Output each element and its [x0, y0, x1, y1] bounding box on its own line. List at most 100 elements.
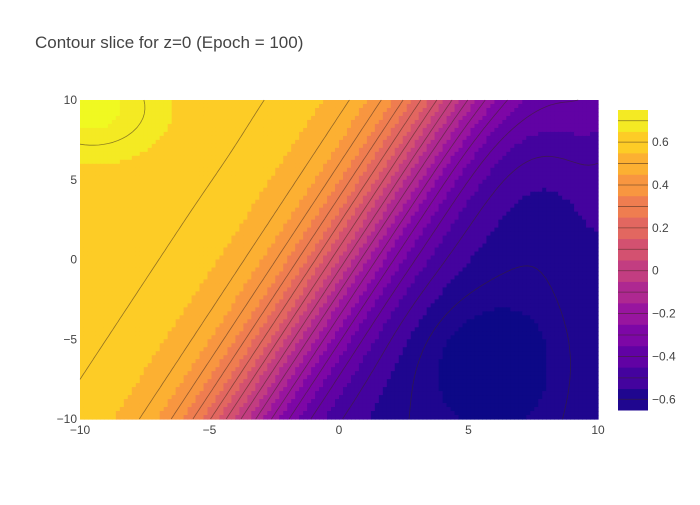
contour-cell: [570, 123, 575, 129]
contour-cell: [406, 147, 412, 153]
contour-cell: [163, 123, 169, 129]
contour-cell: [414, 119, 420, 125]
contour-cell: [562, 175, 567, 181]
contour-cell: [370, 171, 376, 177]
contour-cell: [91, 251, 97, 257]
contour-cell: [410, 147, 416, 153]
contour-cell: [362, 239, 368, 245]
contour-cell: [578, 107, 583, 113]
contour-cell: [287, 243, 292, 249]
contour-cell: [159, 203, 165, 209]
contour-cell: [191, 163, 197, 169]
contour-cell: [111, 135, 117, 141]
contour-cell: [554, 231, 559, 237]
contour-cell: [107, 115, 113, 121]
contour-cell: [342, 203, 348, 209]
contour-cell: [291, 127, 296, 133]
contour-cell: [311, 107, 316, 113]
contour-cell: [99, 247, 105, 253]
contour-cell: [119, 231, 125, 237]
contour-cell: [370, 243, 376, 249]
contour-cell: [566, 239, 571, 245]
contour-cell: [546, 135, 551, 141]
contour-cell: [143, 251, 149, 257]
contour-cell: [562, 247, 567, 253]
contour-cell: [538, 183, 543, 189]
contour-cell: [590, 139, 595, 145]
contour-cell: [271, 100, 276, 105]
contour-cell: [235, 135, 240, 141]
contour-cell: [526, 247, 531, 253]
contour-cell: [430, 227, 436, 233]
contour-cell: [83, 139, 89, 145]
contour-cell: [542, 103, 547, 109]
contour-cell: [167, 111, 173, 117]
contour-cell: [558, 159, 563, 165]
contour-cell: [315, 203, 320, 209]
contour-cell: [442, 247, 448, 253]
contour-cell: [279, 235, 284, 241]
contour-cell: [195, 231, 201, 237]
contour-cell: [207, 127, 213, 133]
contour-cell: [323, 227, 328, 233]
contour-cell: [327, 143, 332, 149]
contour-cell: [526, 179, 531, 185]
contour-cell: [362, 203, 368, 209]
contour-cell: [398, 119, 404, 125]
contour-cell: [83, 107, 89, 113]
contour-cell: [331, 107, 336, 113]
contour-cell: [99, 103, 105, 109]
contour-cell: [323, 163, 328, 169]
contour-cell: [486, 147, 492, 153]
contour-cell: [498, 103, 503, 109]
contour-cell: [482, 239, 488, 245]
contour-cell: [346, 123, 352, 129]
contour-cell: [135, 215, 141, 221]
contour-cell: [526, 207, 531, 213]
contour-cell: [187, 151, 193, 157]
contour-cell: [151, 211, 157, 217]
contour-cell: [315, 103, 320, 109]
contour-cell: [442, 171, 448, 177]
contour-cell: [450, 183, 456, 189]
contour-cell: [267, 115, 272, 121]
contour-cell: [147, 227, 153, 233]
contour-cell: [99, 155, 105, 161]
contour-cell: [554, 151, 559, 157]
contour-cell: [546, 175, 551, 181]
contour-cell: [482, 171, 488, 177]
contour-cell: [370, 195, 376, 201]
contour-cell: [259, 131, 264, 137]
contour-cell: [219, 247, 225, 253]
contour-cell: [378, 215, 384, 221]
contour-cell: [223, 187, 229, 193]
contour-cell: [215, 203, 221, 209]
contour-cell: [219, 103, 225, 109]
contour-cell: [518, 223, 523, 229]
contour-cell: [287, 239, 292, 245]
contour-cell: [406, 100, 412, 105]
contour-cell: [191, 211, 197, 217]
contour-cell: [275, 187, 280, 193]
contour-cell: [147, 159, 153, 165]
contour-cell: [422, 199, 428, 205]
contour-cell: [87, 227, 93, 233]
contour-cell: [163, 147, 169, 153]
contour-cell: [394, 187, 400, 193]
contour-cell: [486, 127, 492, 133]
contour-cell: [590, 239, 595, 245]
contour-cell: [374, 235, 380, 241]
contour-cell: [518, 159, 523, 165]
contour-cell: [450, 107, 456, 113]
contour-cell: [243, 119, 248, 125]
contour-cell: [430, 191, 436, 197]
contour-cell: [131, 223, 137, 229]
contour-cell: [450, 115, 456, 121]
contour-cell: [398, 223, 404, 229]
contour-cell: [550, 139, 555, 145]
contour-cell: [398, 159, 404, 165]
contour-cell: [151, 187, 157, 193]
contour-cell: [139, 207, 145, 213]
contour-cell: [518, 235, 523, 241]
contour-cell: [570, 247, 575, 253]
